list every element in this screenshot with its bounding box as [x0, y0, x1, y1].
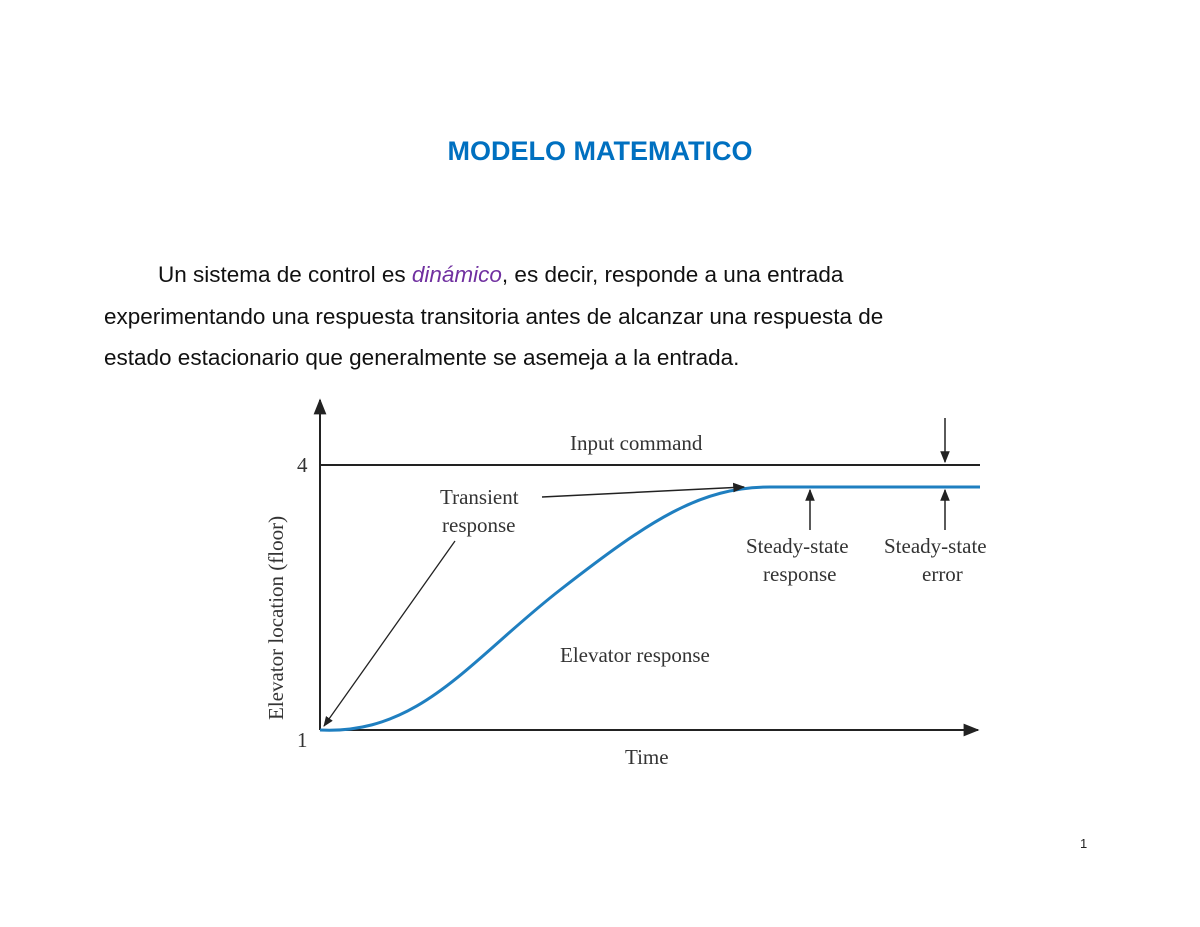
emphasis-dinamico: dinámico — [411, 262, 502, 287]
text: , es decir, responde a una entrada — [501, 262, 844, 287]
text: Un sistema de control es — [158, 262, 412, 287]
transient-label-2: response — [442, 513, 515, 537]
ss-error-label-2: error — [922, 562, 963, 586]
paragraph-line-3: estado estacionario que generalmente se … — [104, 345, 740, 370]
transient-arrow-bottom — [323, 540, 456, 727]
ss-response-label-2: response — [763, 562, 836, 586]
y-tick-1: 1 — [297, 728, 308, 752]
page-number: 1 — [1080, 836, 1088, 851]
body-paragraph: Un sistema de control es dinámico, es de… — [104, 254, 1104, 379]
paragraph-line-2: experimentando una respuesta transitoria… — [104, 303, 884, 329]
y-tick-4: 4 — [297, 453, 308, 477]
page-title: MODELO MATEMATICO — [447, 136, 753, 166]
input-command-label: Input command — [570, 431, 703, 455]
ss-response-label-1: Steady-state — [746, 534, 849, 558]
y-axis-label: Elevator location (floor) — [264, 516, 288, 720]
transient-label-1: Transient — [440, 485, 519, 509]
ss-error-label-1: Steady-state — [884, 534, 987, 558]
elevator-response-label: Elevator response — [560, 643, 710, 667]
elevator-response-curve — [319, 485, 980, 732]
transient-arrow-top — [541, 482, 746, 498]
x-axis-label: Time — [625, 745, 669, 769]
paragraph-line-1: Un sistema de control es dinámico, es de… — [104, 254, 1104, 296]
